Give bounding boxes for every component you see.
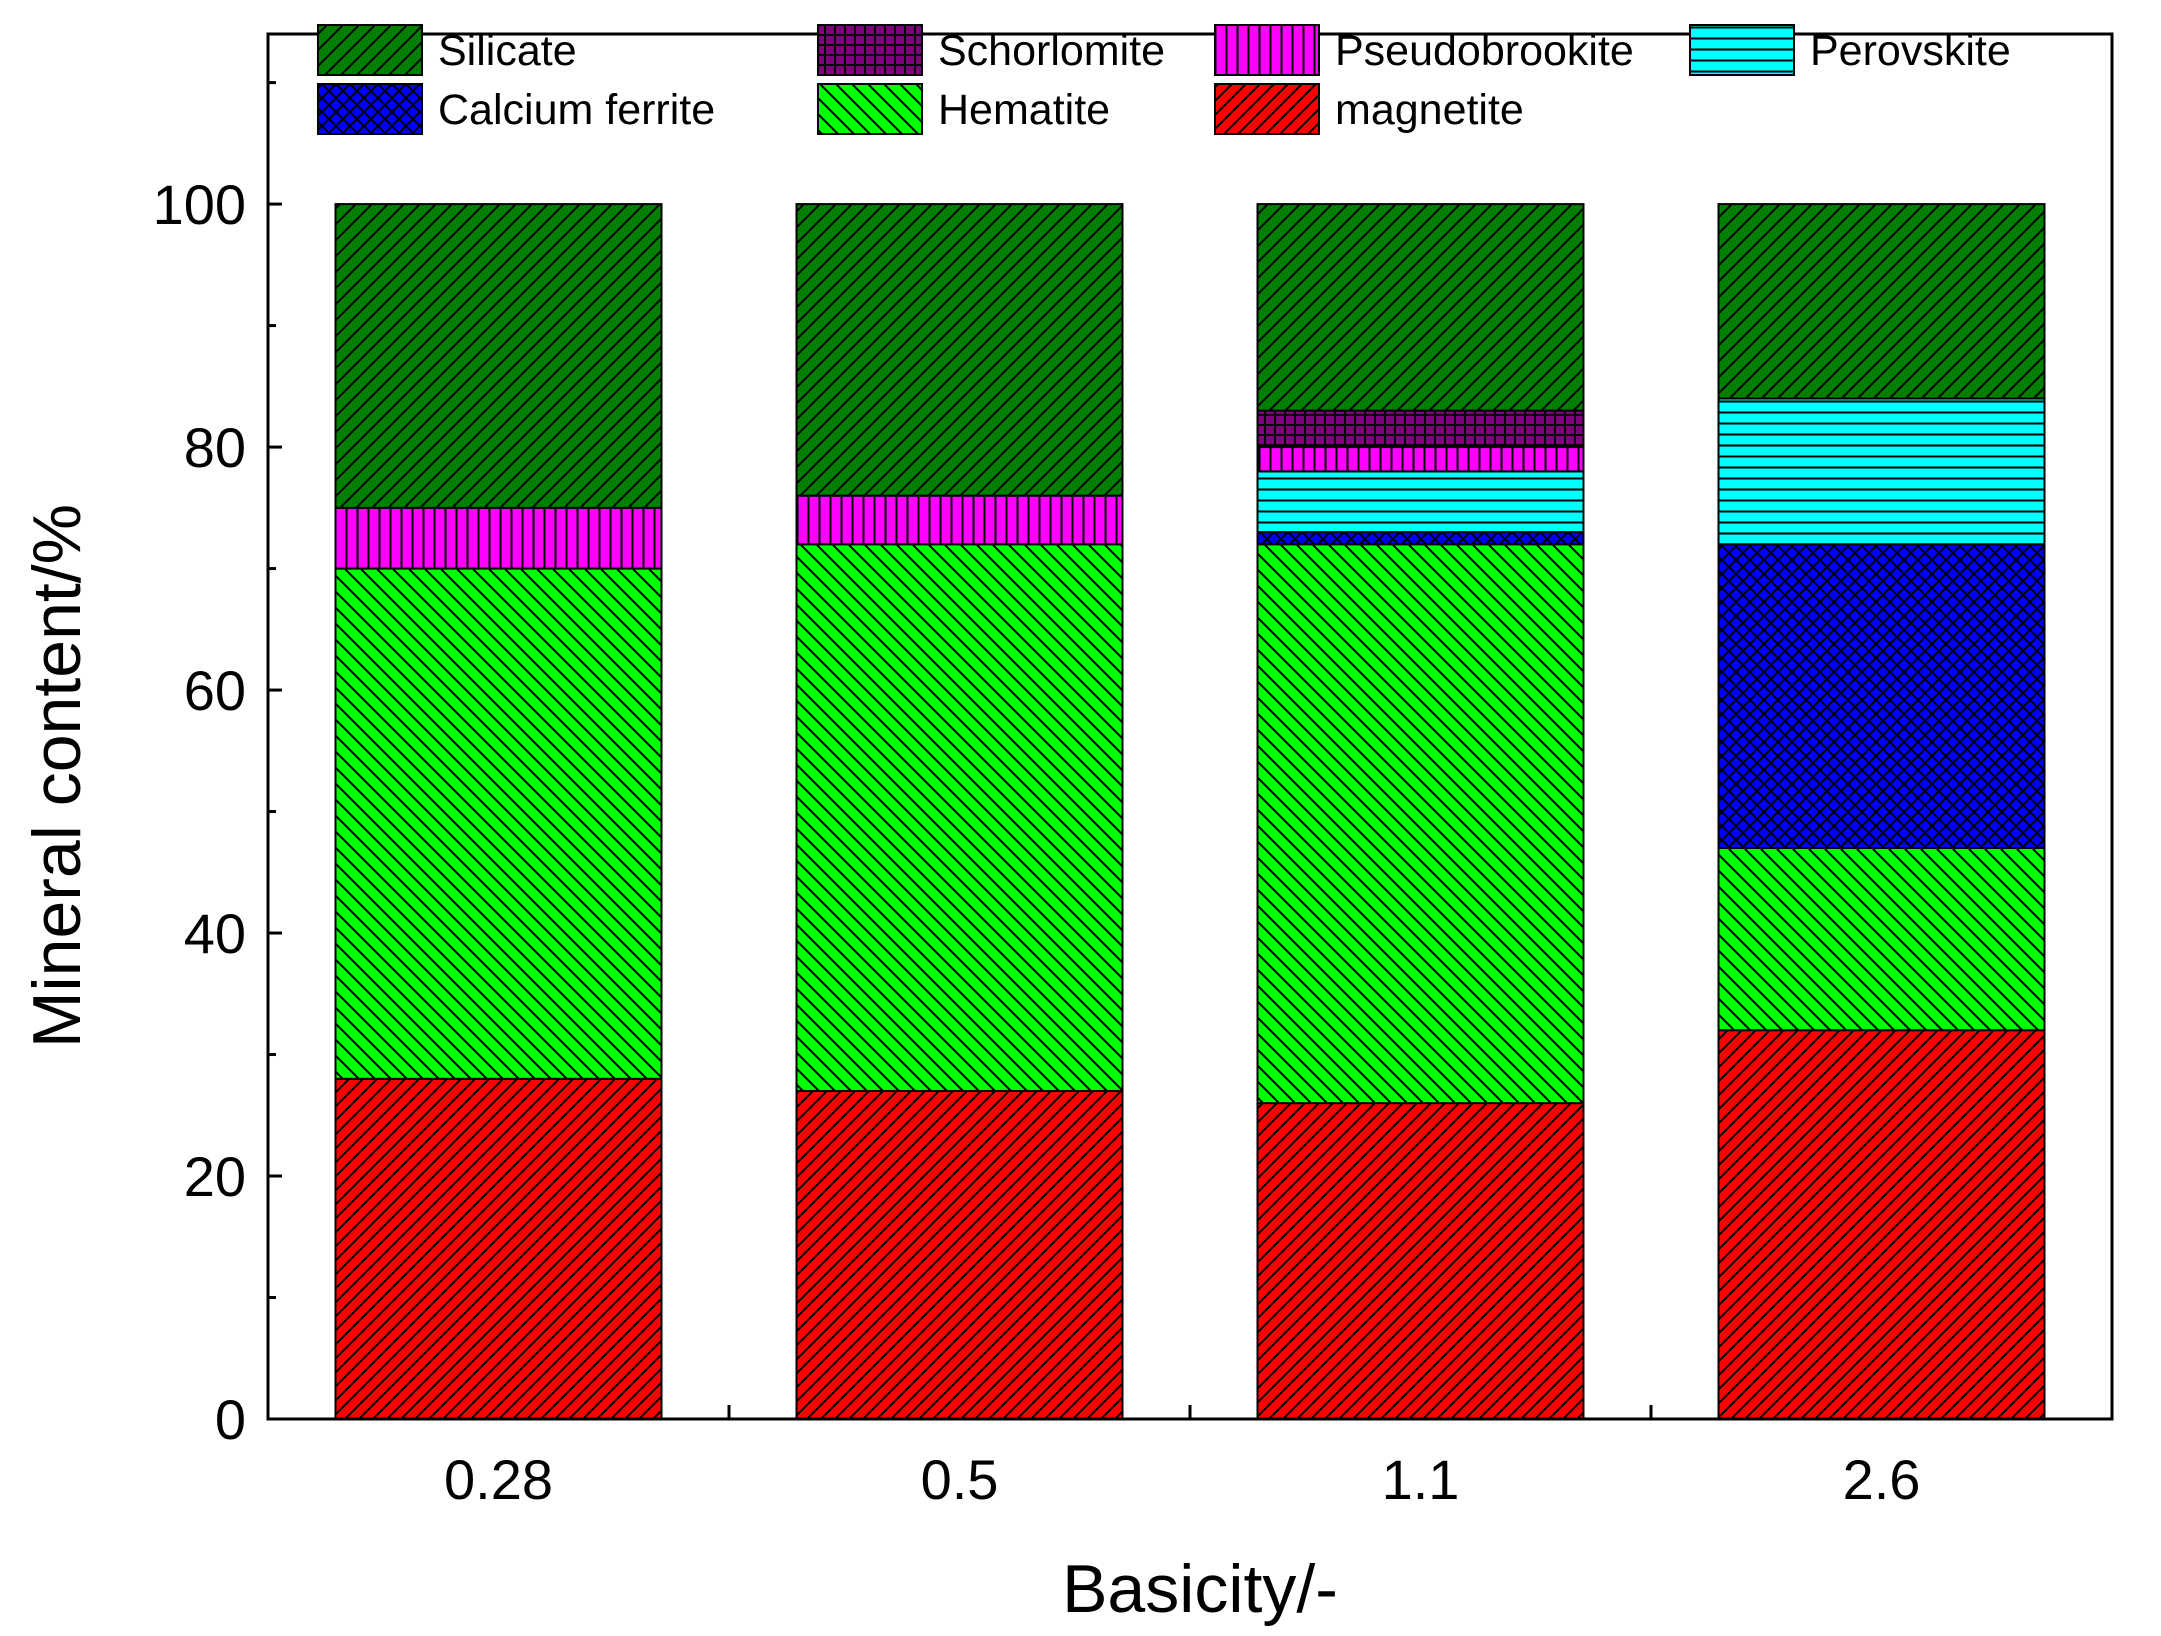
legend-swatch-hematite xyxy=(817,83,923,135)
legend-entry-schorlomite: Schorlomite xyxy=(817,24,1165,76)
bar-segment-hematite-2-6 xyxy=(1717,846,2046,1032)
y-tick-label-40: 40 xyxy=(184,902,246,965)
bar-segment-calcium-ferrite-2-6 xyxy=(1717,543,2046,849)
legend-label-schorlomite: Schorlomite xyxy=(938,27,1165,75)
y-tick-label-60: 60 xyxy=(184,659,246,722)
bar-segment-schorlomite-1-1 xyxy=(1256,409,1585,449)
legend-label-hematite: Hematite xyxy=(938,86,1110,134)
legend-label-calcium-ferrite: Calcium ferrite xyxy=(438,86,715,134)
y-axis-title: Mineral content/% xyxy=(19,504,95,1048)
legend-swatch-silicate xyxy=(317,24,423,76)
legend-swatch-magnetite xyxy=(1214,83,1320,135)
legend: Silicate Schorlomite Pseudobrookite Perovsk… xyxy=(317,24,2011,135)
legend-label-magnetite: magnetite xyxy=(1335,86,1524,134)
legend-swatch-perovskite xyxy=(1689,24,1795,76)
bar-segment-silicate-2-6 xyxy=(1717,203,2046,400)
bar-segment-magnetite-2-6 xyxy=(1717,1029,2046,1420)
legend-swatch-calcium-ferrite xyxy=(317,83,423,135)
bar-segment-perovskite-1-1 xyxy=(1256,470,1585,534)
y-tick-label-80: 80 xyxy=(184,416,246,479)
bar-stack-0-28 xyxy=(334,203,663,1421)
legend-label-pseudobrookite: Pseudobrookite xyxy=(1335,27,1634,75)
legend-entry-perovskite: Perovskite xyxy=(1689,24,2011,76)
x-tick-label-0-5: 0.5 xyxy=(921,1448,999,1511)
bar-segment-calcium-ferrite-1-1 xyxy=(1256,531,1585,546)
legend-swatch-schorlomite xyxy=(817,24,923,76)
legend-swatch-pseudobrookite xyxy=(1214,24,1320,76)
bars-layer xyxy=(334,203,2046,1421)
x-tick-label-0-28: 0.28 xyxy=(444,1448,553,1511)
legend-entry-magnetite: magnetite xyxy=(1214,83,1524,135)
bar-segment-magnetite-0-28 xyxy=(334,1077,663,1421)
y-tick-label-100: 100 xyxy=(153,173,246,236)
bar-segment-magnetite-1-1 xyxy=(1256,1102,1585,1420)
bar-stack-1-1 xyxy=(1256,203,1585,1420)
bar-segment-perovskite-2-6 xyxy=(1717,397,2046,546)
bar-segment-hematite-0-5 xyxy=(795,543,1124,1092)
bar-segment-silicate-0-28 xyxy=(334,203,663,509)
x-axis-title: Basicity/- xyxy=(1062,1551,1338,1627)
bar-segment-magnetite-0-5 xyxy=(795,1089,1124,1420)
legend-entry-hematite: Hematite xyxy=(817,83,1110,135)
legend-entry-silicate: Silicate xyxy=(317,24,577,76)
bar-stack-0-5 xyxy=(795,203,1124,1420)
legend-label-perovskite: Perovskite xyxy=(1810,27,2011,75)
bar-segment-pseudobrookite-1-1 xyxy=(1256,446,1585,473)
x-tick-label-2-6: 2.6 xyxy=(1843,1448,1921,1511)
legend-entry-calcium-ferrite: Calcium ferrite xyxy=(317,83,715,135)
legend-label-silicate: Silicate xyxy=(438,27,577,75)
x-tick-label-1-1: 1.1 xyxy=(1382,1448,1460,1511)
bar-segment-silicate-1-1 xyxy=(1256,203,1585,412)
bar-segment-hematite-0-28 xyxy=(334,567,663,1080)
bar-segment-pseudobrookite-0-28 xyxy=(334,506,663,570)
y-tick-label-0: 0 xyxy=(215,1388,246,1451)
y-tick-label-20: 20 xyxy=(184,1145,246,1208)
axes-layer: 0 20 40 60 80 100 0.28 0.5 1.1 2.6 xyxy=(153,32,2114,1511)
legend-entry-pseudobrookite: Pseudobrookite xyxy=(1214,24,1634,76)
bar-segment-silicate-0-5 xyxy=(795,203,1124,497)
bar-stack-2-6 xyxy=(1717,203,2046,1420)
bar-segment-hematite-1-1 xyxy=(1256,543,1585,1105)
bar-segment-pseudobrookite-0-5 xyxy=(795,494,1124,546)
